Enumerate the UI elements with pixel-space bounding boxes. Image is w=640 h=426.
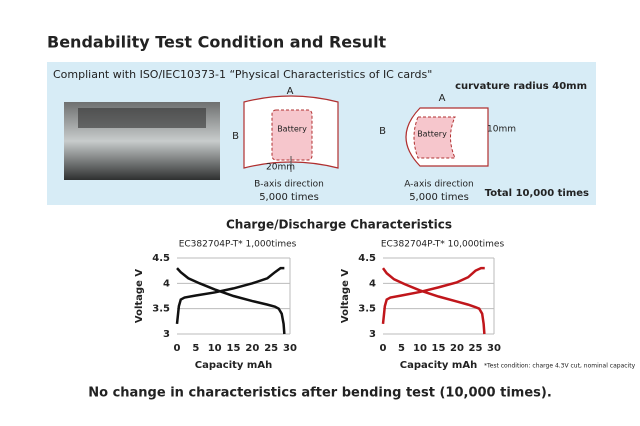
x-axis-label: Capacity mAh xyxy=(400,360,477,371)
photo-detail xyxy=(78,108,206,128)
label-a: A xyxy=(287,86,294,97)
footnote: *Test condition: charge 4.3V cut, nomina… xyxy=(484,363,636,370)
y-axis-label: Voltage V xyxy=(134,269,145,323)
battery-label: Battery xyxy=(417,130,447,139)
standard: Compliant with ISO/IEC10373-1 “Physical … xyxy=(53,68,432,81)
curvature: curvature radius 40mm xyxy=(455,81,587,92)
battery-b xyxy=(271,109,313,161)
x-tick-label: 20 xyxy=(245,343,259,354)
x-tick-label: 0 xyxy=(380,343,387,354)
x-tick-label: 20 xyxy=(450,343,464,354)
battery-label: Battery xyxy=(277,125,307,134)
label-b: B xyxy=(232,131,239,142)
direction: B-axis direction xyxy=(254,180,324,190)
x-tick-label: 10 xyxy=(413,343,427,354)
y-tick-label: 4 xyxy=(163,278,170,289)
count: 5,000 times xyxy=(409,192,469,203)
dimension: 20mm xyxy=(266,163,295,173)
data-line xyxy=(381,266,485,324)
data-line xyxy=(175,266,285,324)
total: Total 10,000 times xyxy=(485,188,589,199)
x-tick-label: 15 xyxy=(432,343,446,354)
count: 5,000 times xyxy=(259,192,319,203)
y-tick-label: 3.5 xyxy=(358,304,376,315)
data-line xyxy=(381,267,486,335)
chart-title: EC382704P-T* 1,000times xyxy=(179,240,297,250)
y-tick-label: 4 xyxy=(369,278,376,289)
x-tick-label: 30 xyxy=(283,343,297,354)
x-tick-label: 5 xyxy=(398,343,405,354)
page-title: Bendability Test Condition and Result xyxy=(47,33,387,52)
direction: A-axis direction xyxy=(404,180,474,190)
data-line xyxy=(176,267,286,335)
x-tick-label: 25 xyxy=(264,343,278,354)
y-tick-label: 3 xyxy=(163,329,170,340)
x-tick-label: 10 xyxy=(208,343,222,354)
label-a: A xyxy=(439,93,446,104)
y-tick-label: 3.5 xyxy=(152,304,170,315)
x-axis-label: Capacity mAh xyxy=(195,360,272,371)
y-tick-label: 4.5 xyxy=(152,253,170,264)
x-tick-label: 0 xyxy=(174,343,181,354)
battery-a xyxy=(413,116,456,159)
y-tick-label: 3 xyxy=(369,329,376,340)
x-tick-label: 25 xyxy=(469,343,483,354)
label-b: B xyxy=(379,126,386,137)
x-tick-label: 30 xyxy=(487,343,501,354)
y-axis-label: Voltage V xyxy=(340,269,351,323)
section-title: Charge/Discharge Characteristics xyxy=(226,218,452,232)
dimension: 10mm xyxy=(487,125,516,135)
chart-title: EC382704P-T* 10,000times xyxy=(381,240,505,250)
x-tick-label: 5 xyxy=(192,343,199,354)
y-tick-label: 4.5 xyxy=(358,253,376,264)
conclusion: No change in characteristics after bendi… xyxy=(88,386,552,401)
x-tick-label: 15 xyxy=(227,343,241,354)
